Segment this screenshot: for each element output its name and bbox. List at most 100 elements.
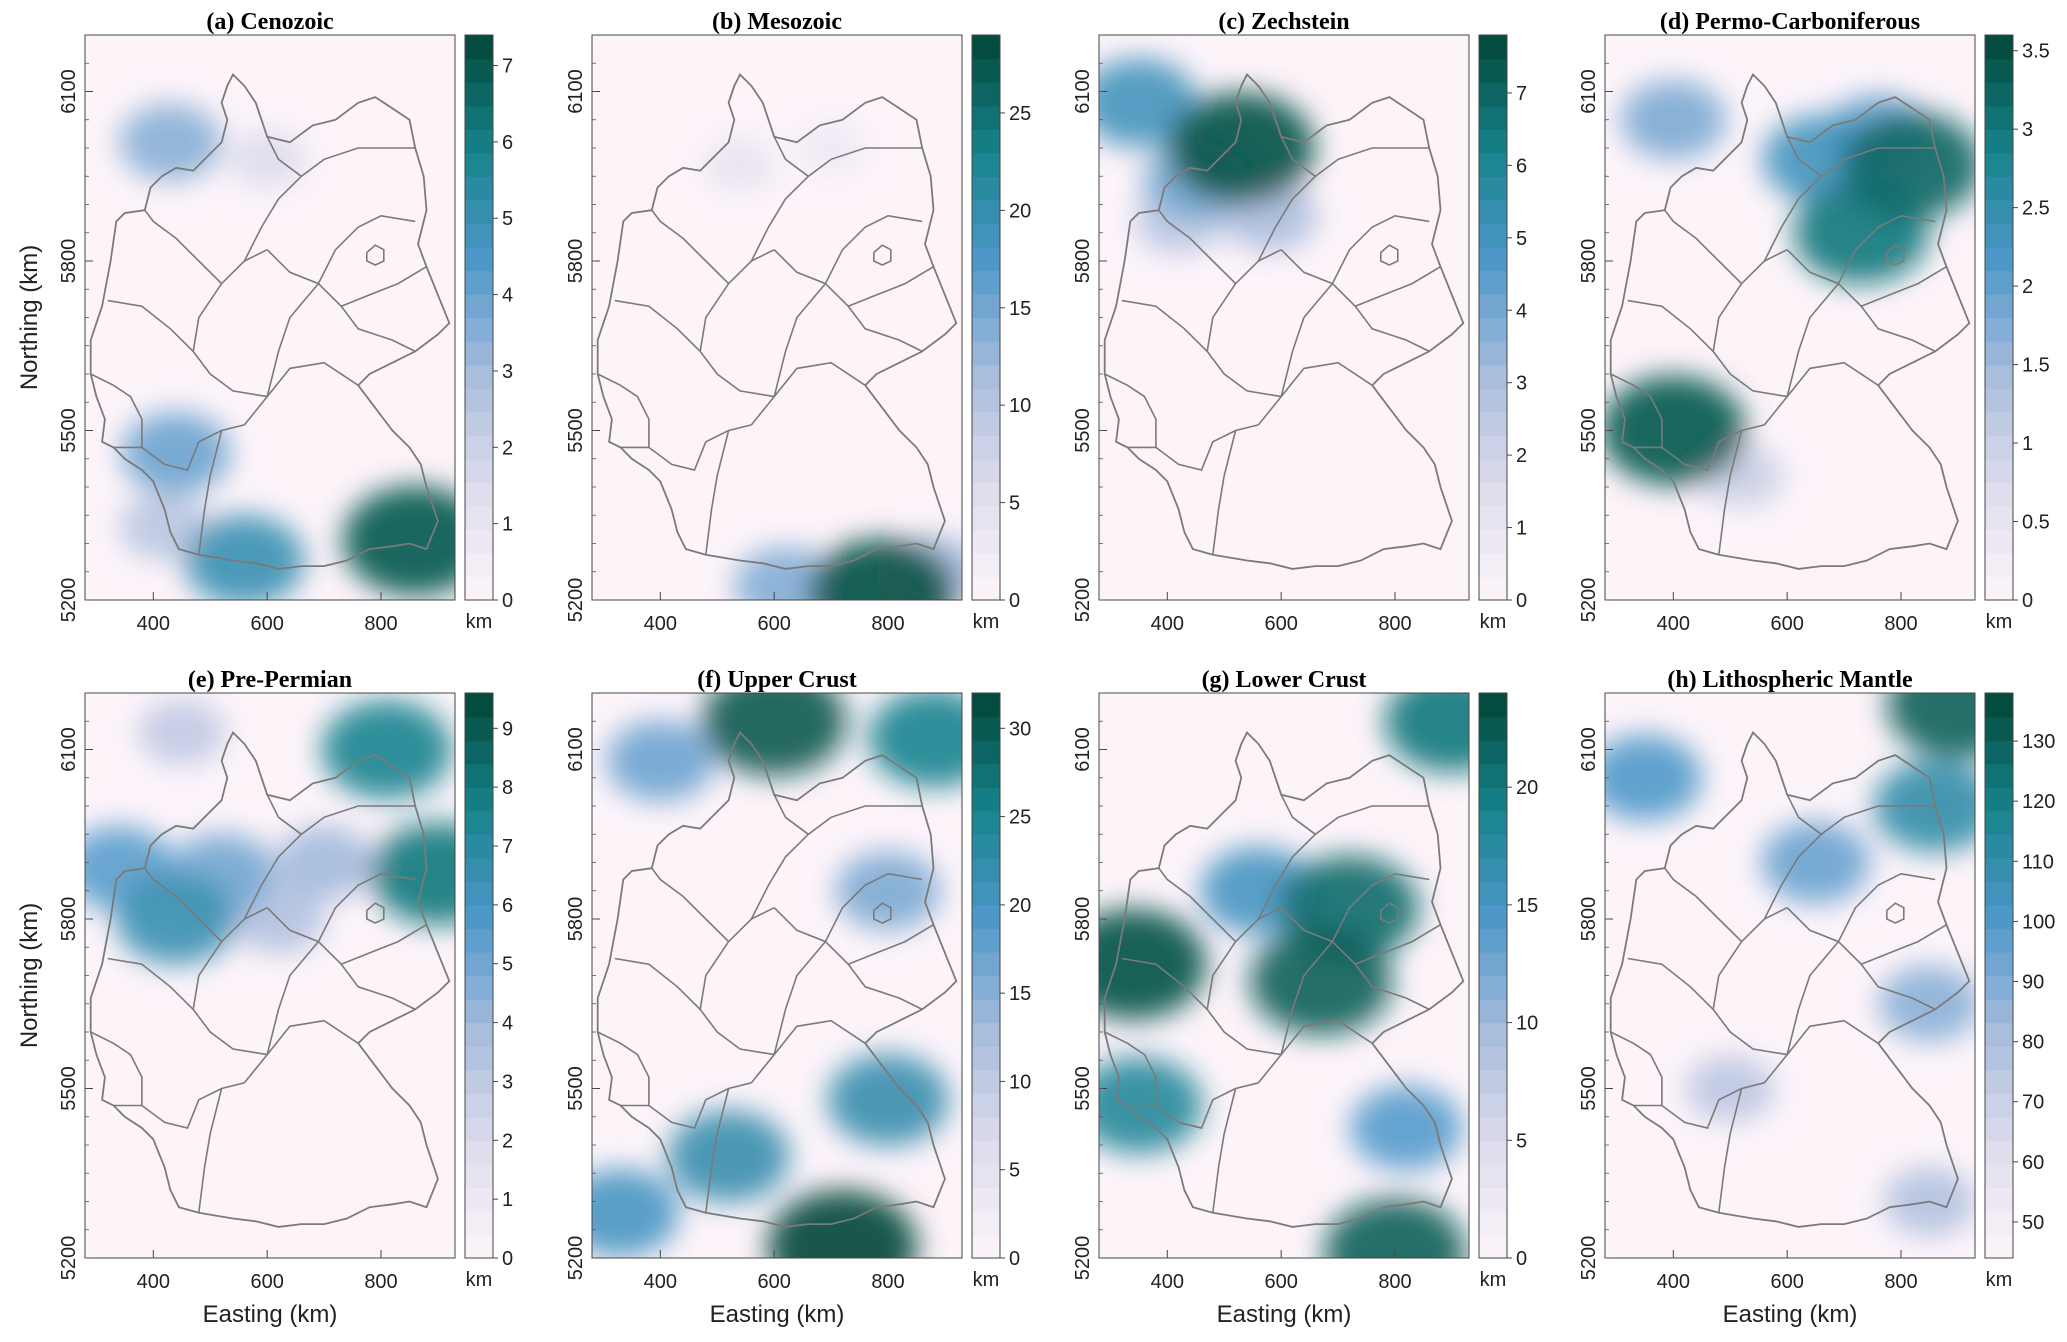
colorbar-segment (972, 58, 1000, 83)
field-hotspot (228, 130, 307, 189)
colorbar-segment (1479, 529, 1507, 554)
colorbar-segment (972, 1187, 1000, 1212)
colorbar-segment (1985, 1022, 2013, 1047)
colorbar-tick-label: 10 (1009, 1071, 1031, 1093)
panel-title: (h) Lithospheric Mantle (1667, 667, 1913, 693)
colorbar-segment (1985, 176, 2013, 201)
colorbar-segment (1985, 904, 2013, 930)
colorbar-segment (465, 975, 493, 1000)
state-border (198, 430, 223, 555)
state-border (198, 1088, 223, 1213)
germany-borders (1609, 730, 1971, 1228)
x-tick-label: 600 (1264, 613, 1297, 635)
field-hotspot (121, 412, 231, 495)
state-border (1280, 283, 1334, 397)
colorbar-segment (465, 1234, 493, 1259)
x-tick-label: 600 (250, 613, 283, 635)
colorbar-segment (1985, 293, 2013, 319)
y-tick-label: 5200 (565, 578, 587, 623)
field-hotspot (370, 822, 455, 925)
field-layer (703, 122, 962, 600)
field-hotspot (1886, 693, 1975, 759)
panel-title: (c) Zechstein (1218, 9, 1349, 35)
colorbar-segment (465, 1093, 493, 1118)
colorbar-segment (972, 1234, 1000, 1259)
y-axis-label: Northing (km) (16, 903, 43, 1048)
colorbar-segment (972, 529, 1000, 554)
colorbar-segment (972, 1163, 1000, 1188)
colorbar-segment (972, 388, 1000, 413)
colorbar-segment (1479, 223, 1507, 248)
state-border (243, 1019, 359, 1084)
field-hotspot (592, 1168, 679, 1257)
colorbar-segment (1479, 1210, 1507, 1236)
state-border (1860, 924, 1947, 965)
colorbar-segment (1985, 716, 2013, 741)
colorbar-segment (972, 341, 1000, 366)
colorbar-segment (1985, 482, 2013, 507)
colorbar-segment (465, 529, 493, 554)
state-border (90, 1031, 143, 1106)
colorbar-tick-label: 20 (1009, 200, 1031, 222)
colorbar-segment (1479, 740, 1507, 765)
colorbar-segment (1479, 176, 1507, 201)
colorbar-segment (465, 552, 493, 578)
colorbar-tick-label: 3.5 (2022, 41, 2050, 63)
colorbar-segment (1479, 576, 1507, 601)
colorbar-frame (1984, 34, 2014, 601)
colorbar-segment (1985, 1234, 2013, 1259)
state-border (317, 214, 416, 284)
colorbar-segment (972, 1046, 1000, 1071)
colorbar-segment (972, 270, 1000, 295)
panel-1: 400 600 800 5200 5500 5800 6100 (a) Cenozoic Nor… (16, 9, 513, 635)
colorbar-segment (1479, 857, 1507, 882)
colorbar-segment (1985, 341, 2013, 366)
y-tick-label: 5200 (58, 578, 80, 623)
state-border (847, 266, 934, 307)
y-tick-label: 5200 (58, 1236, 80, 1281)
colorbar-segment (1985, 1069, 2013, 1094)
colorbar-segment (972, 1210, 1000, 1236)
colorbar-segment (1985, 458, 2013, 483)
colorbar-segment (465, 810, 493, 835)
colorbar-frame (1984, 692, 2014, 1259)
colorbar-segment (465, 881, 493, 906)
state-border (1104, 373, 1157, 448)
colorbar-tick-label: 5 (1516, 1130, 1527, 1152)
country-outline (89, 730, 451, 1228)
state-border (1280, 941, 1334, 1055)
colorbar-segment (1479, 999, 1507, 1024)
y-tick-label: 6100 (1072, 727, 1094, 772)
colorbar-segment (972, 293, 1000, 319)
colorbar-tick-label: 7 (502, 56, 513, 78)
berlin-border (365, 244, 385, 266)
colorbar-segment (1479, 82, 1507, 107)
colorbar-segment (972, 1069, 1000, 1094)
colorbar-segment (1479, 928, 1507, 953)
colorbar-tick-label: 0.5 (2022, 512, 2050, 534)
colorbar-tick-label: 90 (2022, 972, 2044, 994)
berlin-border (365, 902, 385, 924)
colorbar-segment (1985, 435, 2013, 460)
state-border (1837, 214, 1936, 284)
colorbar-segment (465, 1140, 493, 1165)
y-tick-label: 6100 (565, 69, 587, 114)
colorbar-segment (972, 82, 1000, 107)
field-hotspot (1878, 965, 1975, 1043)
colorbar-unit-label: km (973, 611, 1000, 633)
colorbar-tick-label: 2 (1516, 445, 1527, 467)
field-hotspot (1685, 1054, 1776, 1123)
state-border (1786, 136, 1822, 177)
field-hotspot (342, 485, 455, 596)
state-border (597, 373, 650, 448)
colorbar-tick-label: 20 (1516, 777, 1538, 799)
colorbar-unit-label: km (466, 1269, 493, 1291)
x-tick-label: 800 (1884, 1271, 1917, 1293)
berlin-border (872, 244, 892, 266)
state-border (750, 805, 923, 920)
colorbar-segment (972, 1140, 1000, 1165)
colorbar-unit-label: km (1986, 611, 2013, 633)
x-axis-label: Easting (km) (1217, 1301, 1352, 1328)
colorbar-tick-label: 0 (2022, 590, 2033, 612)
